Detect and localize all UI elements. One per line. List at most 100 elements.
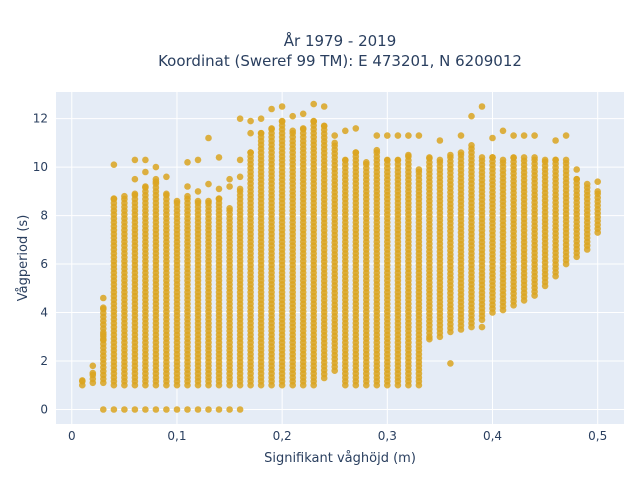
data-point [447, 360, 454, 367]
data-point [289, 127, 297, 135]
data-point [236, 173, 244, 181]
data-point [405, 151, 412, 159]
y-tick-label: 8 [40, 209, 48, 223]
data-point [110, 195, 118, 202]
x-axis-title: Signifikant våghöjd (m) [264, 451, 416, 466]
data-point [268, 105, 275, 113]
data-point [247, 129, 254, 137]
data-point [363, 159, 370, 166]
y-tick-label: 2 [40, 354, 48, 368]
data-point [520, 132, 528, 139]
data-point [468, 112, 475, 120]
data-point [247, 149, 254, 156]
data-point [352, 125, 360, 132]
x-tick-label: 0,1 [167, 429, 186, 443]
data-point [100, 406, 107, 413]
x-axis-ticks: 0 0,1 0,2 0,3 0,4 0,5 [68, 429, 607, 443]
x-tick-label: 0,4 [483, 429, 502, 443]
data-point [184, 159, 191, 166]
y-tick-label: 0 [40, 402, 48, 416]
data-point [226, 205, 233, 212]
data-point [152, 175, 160, 183]
data-point [205, 197, 212, 205]
data-point [299, 110, 307, 118]
data-point [205, 134, 212, 142]
data-point [194, 406, 202, 413]
data-point [342, 127, 349, 135]
data-point [310, 100, 318, 108]
data-point [152, 163, 160, 171]
data-point [415, 166, 423, 173]
data-point [583, 180, 591, 188]
data-point [173, 197, 181, 205]
data-points [79, 100, 601, 413]
data-point [215, 154, 223, 161]
data-point [394, 156, 402, 164]
plot-background [56, 92, 624, 424]
data-point [142, 183, 149, 190]
data-point [468, 142, 475, 149]
data-point [299, 125, 307, 132]
data-point [89, 369, 97, 377]
data-point [100, 294, 107, 302]
data-point [426, 154, 433, 161]
data-point [499, 127, 507, 135]
data-point [142, 156, 149, 164]
data-point [520, 154, 528, 161]
data-point [278, 103, 286, 110]
data-point [510, 154, 517, 161]
data-point [573, 166, 580, 173]
data-point [215, 406, 223, 413]
data-point [562, 132, 570, 139]
data-point [142, 168, 149, 176]
data-point [163, 406, 170, 413]
data-point [594, 188, 601, 195]
data-point [257, 115, 265, 122]
data-point [184, 406, 191, 413]
data-point [426, 335, 433, 343]
data-point [531, 154, 538, 161]
data-point [541, 156, 549, 164]
data-point [152, 406, 160, 413]
data-point [320, 103, 328, 110]
data-point [184, 183, 191, 190]
data-point [457, 132, 465, 139]
data-point [331, 132, 339, 139]
data-point [510, 132, 517, 139]
data-point [594, 178, 601, 185]
data-point [247, 117, 254, 125]
data-point [499, 156, 507, 164]
data-point [489, 154, 496, 161]
data-point [457, 149, 465, 156]
data-point [79, 377, 86, 384]
data-point [110, 406, 118, 413]
data-point [194, 197, 202, 205]
y-axis-title: Vågperiod (s) [16, 215, 31, 302]
data-point [478, 103, 486, 110]
data-point [436, 156, 444, 164]
data-point [384, 132, 391, 139]
data-point [352, 149, 360, 156]
data-point [257, 129, 265, 137]
data-point [131, 190, 139, 198]
data-point [236, 185, 244, 193]
data-point [552, 156, 559, 164]
data-point [562, 156, 570, 164]
data-point [194, 188, 202, 195]
data-point [100, 335, 107, 343]
data-point [121, 192, 128, 200]
data-point [215, 195, 223, 202]
data-point [131, 406, 139, 413]
y-tick-label: 6 [40, 257, 48, 271]
data-point [415, 132, 423, 139]
data-point [205, 406, 212, 413]
data-point [184, 192, 191, 200]
data-point [436, 137, 444, 144]
data-point [236, 115, 244, 122]
x-tick-label: 0,3 [378, 429, 397, 443]
data-point [489, 134, 496, 142]
data-point [320, 122, 328, 130]
data-point [194, 156, 202, 164]
